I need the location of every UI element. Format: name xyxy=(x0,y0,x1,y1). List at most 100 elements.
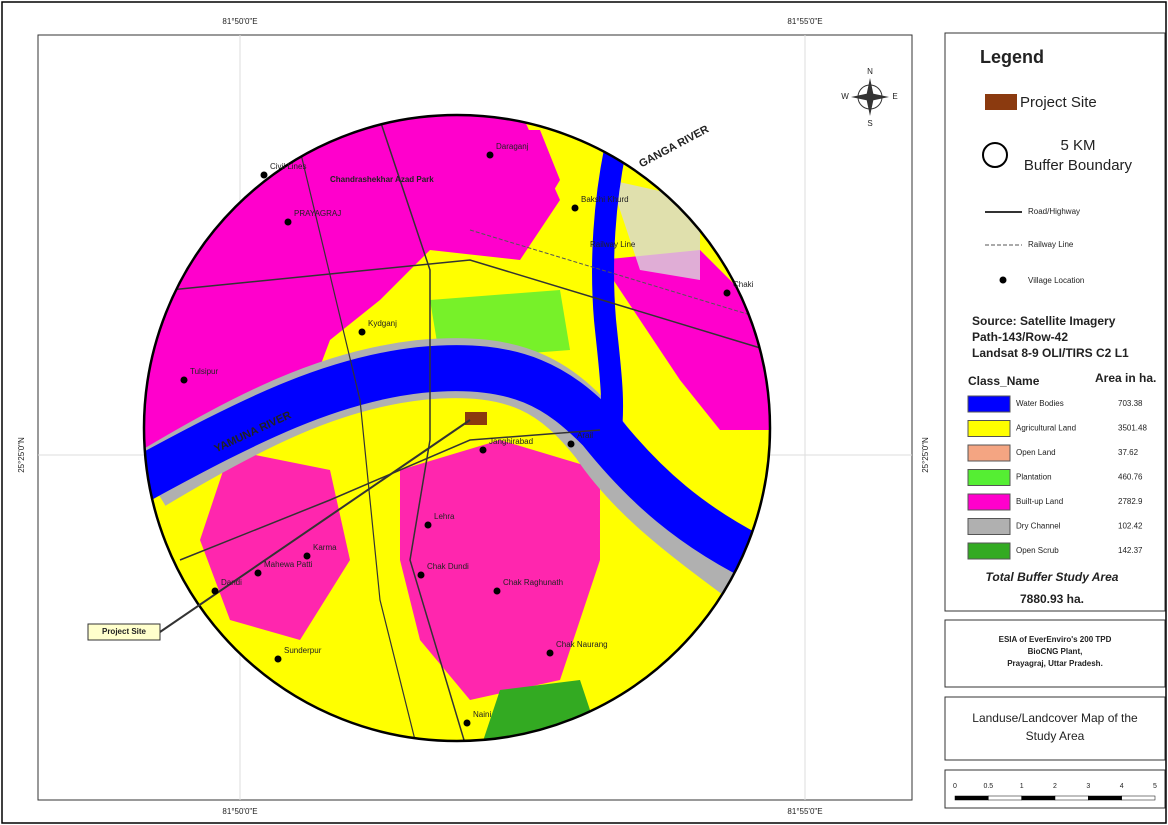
class-swatch xyxy=(967,469,1011,486)
legend-panel xyxy=(944,32,1166,612)
village-dot xyxy=(486,151,494,159)
village-label: Kydganj xyxy=(368,319,397,328)
village-label: Chak Raghunath xyxy=(503,578,563,587)
class-name: Water Bodies xyxy=(1016,399,1064,408)
built-up xyxy=(400,440,600,700)
title-line: ESIA of EverEnviro's 200 TPD xyxy=(999,635,1112,644)
scale-label: 2 xyxy=(1053,783,1057,790)
village-dot xyxy=(417,571,425,579)
compass-s: S xyxy=(867,119,872,128)
callout-label: Project Site xyxy=(102,627,147,636)
title-line: Prayagraj, Uttar Pradesh. xyxy=(1007,659,1103,668)
village-label: Mahewa Patti xyxy=(264,560,313,569)
village-label: Karma xyxy=(313,543,337,552)
coord-label: 81°55'0"E xyxy=(787,807,822,816)
scale-seg xyxy=(988,795,1022,801)
class-name: Open Scrub xyxy=(1016,546,1059,555)
class-name: Plantation xyxy=(1016,473,1052,482)
class-swatch xyxy=(967,493,1011,511)
class-list: Water Bodies 703.38 Agricultural Land 3501.… xyxy=(967,395,1147,560)
coord-label: 25°25'0"N xyxy=(17,437,26,473)
village-dot xyxy=(723,289,731,297)
map-title: Landuse/Landcover Map of the xyxy=(972,711,1138,725)
village-label: Dandi xyxy=(221,578,242,587)
ganga xyxy=(592,147,626,442)
coord-label: 81°50'0"E xyxy=(222,807,257,816)
class-area: 142.37 xyxy=(1118,546,1143,555)
class-area: 102.42 xyxy=(1118,522,1143,531)
class-area: 703.38 xyxy=(1118,399,1143,408)
compass-w: W xyxy=(841,92,849,101)
village-dot xyxy=(254,569,262,577)
total-label: Total Buffer Study Area xyxy=(986,570,1119,584)
village-label: Tulsipur xyxy=(190,367,218,376)
class-swatch xyxy=(967,420,1011,437)
village-label: Janghirabad xyxy=(489,437,533,446)
village-dot xyxy=(211,587,219,595)
scale-label: 0.5 xyxy=(983,783,993,790)
class-header: Class_Name xyxy=(968,374,1040,388)
road xyxy=(299,149,421,741)
village-dot xyxy=(358,328,366,336)
village-dot xyxy=(571,204,579,212)
village-dot xyxy=(546,649,554,657)
yamuna xyxy=(144,345,770,592)
title-line: BioCNG Plant, xyxy=(1028,647,1083,656)
callout-line xyxy=(159,419,471,633)
scale-seg xyxy=(954,795,989,801)
class-name: Dry Channel xyxy=(1016,522,1061,531)
village-label: Naini xyxy=(473,710,491,719)
road xyxy=(379,119,471,741)
source-line: Path-143/Row-42 xyxy=(972,330,1068,344)
village-dot xyxy=(260,171,268,179)
class-swatch xyxy=(967,542,1011,560)
legend-site-swatch xyxy=(985,94,1017,110)
road xyxy=(169,259,770,361)
scale-label: 1 xyxy=(1020,783,1024,790)
class-name: Agricultural Land xyxy=(1016,424,1076,433)
railway xyxy=(469,229,770,331)
village-label: Lehra xyxy=(434,512,455,521)
class-area: 2782.9 xyxy=(1118,497,1143,506)
legend-item: Road/Highway xyxy=(1028,207,1080,216)
village-dot xyxy=(274,655,282,663)
compass: N E S W xyxy=(841,67,897,128)
callout-box xyxy=(87,623,161,641)
class-swatch xyxy=(967,518,1011,535)
compass-e: E xyxy=(892,92,897,101)
village-dot xyxy=(284,218,292,226)
village-label: Bakshi Khurd xyxy=(581,195,629,204)
class-area: 3501.48 xyxy=(1118,424,1147,433)
scale-label: 4 xyxy=(1120,783,1124,790)
built-up xyxy=(600,250,770,430)
village-dot xyxy=(180,376,188,384)
scale-label: 5 xyxy=(1153,783,1157,790)
village-dot xyxy=(424,521,432,529)
coord-label: 25°25'0"N xyxy=(921,437,930,473)
scale-seg xyxy=(1121,795,1156,801)
map-title-box xyxy=(944,696,1166,761)
village-label: Sunderpur xyxy=(284,646,322,655)
park-label: Chandrashekhar Azad Park xyxy=(330,175,434,184)
village-dot xyxy=(493,587,501,595)
source-line: Source: Satellite Imagery xyxy=(972,314,1116,328)
class-swatch xyxy=(967,395,1011,413)
scale-seg xyxy=(1054,795,1089,801)
village-dot xyxy=(567,440,575,448)
village-label: Daraganj xyxy=(496,142,529,151)
total-value: 7880.93 ha. xyxy=(1020,592,1084,606)
legend-item: Project Site xyxy=(1020,94,1097,111)
scale-label: 3 xyxy=(1086,783,1090,790)
class-name: Open Land xyxy=(1016,448,1056,457)
scale-label: 0 xyxy=(953,783,957,790)
project-site xyxy=(465,412,487,425)
village-label: Chaki xyxy=(733,280,754,289)
legend-item: 5 KM xyxy=(1060,137,1095,154)
compass-star xyxy=(851,78,889,116)
legend-title: Legend xyxy=(980,47,1044,67)
villages: Civil Lines PRAYAGRAJ Daraganj Bakshi Khurd… xyxy=(180,142,754,727)
class-area: 37.62 xyxy=(1118,448,1139,457)
title-box xyxy=(944,619,1166,688)
